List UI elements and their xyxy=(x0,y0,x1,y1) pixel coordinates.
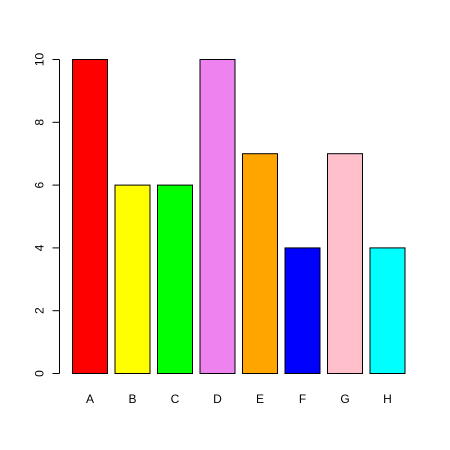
bar-b xyxy=(114,184,151,374)
bar-h xyxy=(369,247,406,374)
y-tick-label: 2 xyxy=(33,307,47,314)
x-category-label: H xyxy=(383,392,392,406)
x-category-label: D xyxy=(213,392,222,406)
x-category-label: F xyxy=(299,392,306,406)
bar-f xyxy=(284,247,321,374)
x-axis-labels: A B C D E F G H xyxy=(86,392,392,406)
x-category-label: C xyxy=(171,392,180,406)
y-tick-label: 8 xyxy=(33,119,47,126)
y-axis: 0 2 4 6 8 10 xyxy=(33,53,60,377)
bar-a xyxy=(72,59,108,374)
y-tick-label: 6 xyxy=(33,181,47,188)
bar-c xyxy=(157,184,193,374)
y-tick-label: 4 xyxy=(33,244,47,251)
x-category-label: G xyxy=(340,392,349,406)
bars xyxy=(72,59,406,374)
x-category-label: E xyxy=(256,392,264,406)
bar-e xyxy=(242,153,278,374)
y-tick-label: 10 xyxy=(33,53,47,67)
x-category-label: B xyxy=(128,392,136,406)
y-tick-label: 0 xyxy=(33,370,47,377)
bar-d xyxy=(199,59,236,374)
bar-g xyxy=(327,153,363,374)
x-category-label: A xyxy=(86,392,94,406)
